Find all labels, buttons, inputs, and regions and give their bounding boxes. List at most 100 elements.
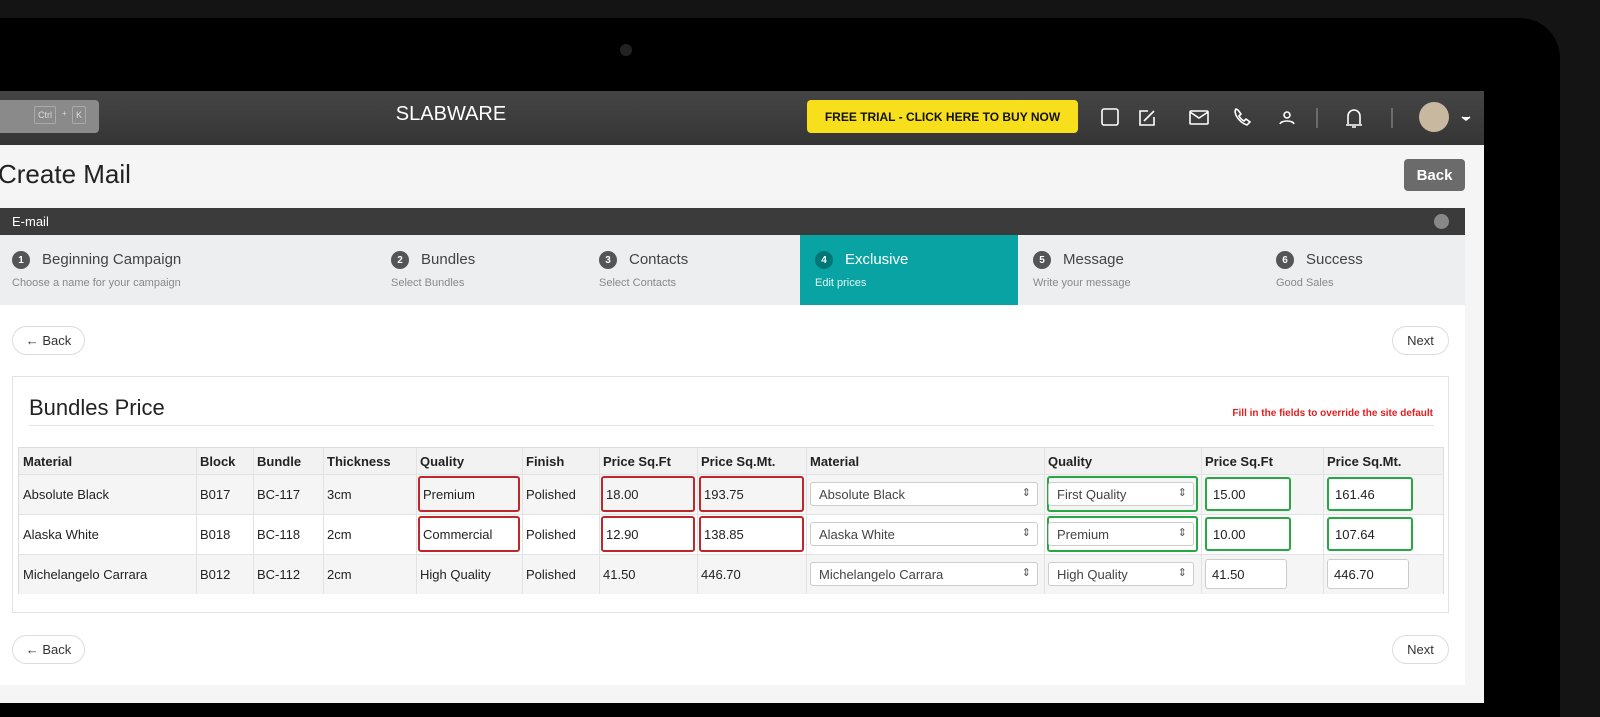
step-sub: Write your message — [1033, 277, 1131, 289]
column-header: Finish — [526, 453, 565, 469]
column-divider — [806, 448, 807, 594]
section-rule — [29, 425, 1434, 426]
column-header: Material — [810, 453, 860, 469]
column-header: Bundle — [257, 453, 302, 469]
trial-button[interactable]: FREE TRIAL - CLICK HERE TO BUY NOW — [807, 100, 1078, 133]
cell: Alaska White — [23, 526, 99, 542]
icon-edit[interactable] — [1139, 110, 1155, 126]
cell: B012 — [200, 566, 231, 582]
column-header: Price Sq.Ft — [603, 453, 671, 469]
step-label: Exclusive — [845, 251, 909, 268]
select-caret: ⇕ — [1021, 527, 1031, 539]
search[interactable]: Ctrl + K — [0, 100, 99, 133]
column-divider — [697, 448, 698, 594]
column-divider — [323, 448, 324, 594]
step-sub: Good Sales — [1276, 277, 1334, 289]
header-icons — [1101, 102, 1471, 132]
cell: B018 — [200, 526, 231, 542]
nav-next[interactable]: Next — [1392, 326, 1449, 355]
nav-next[interactable]: Next — [1392, 635, 1449, 664]
header-row — [19, 448, 1443, 474]
step-number: 1 — [12, 251, 30, 269]
expand-icon[interactable] — [1434, 214, 1449, 229]
price-input[interactable]: 107.64 — [1327, 517, 1413, 551]
steps: 1 Beginning Campaign Choose a name for you… — [0, 235, 1465, 305]
column-divider — [1044, 448, 1045, 594]
step-number: 3 — [599, 251, 617, 269]
section-note: Fill in the fields to override the site … — [1232, 408, 1433, 419]
column-header: Material — [23, 453, 73, 469]
cell: Polished — [526, 486, 576, 502]
step-label: Beginning Campaign — [42, 251, 182, 268]
icon-mail[interactable] — [1189, 110, 1209, 125]
cell: BC-117 — [257, 486, 301, 502]
key: Ctrl — [34, 106, 56, 124]
step-sub: Select Contacts — [599, 277, 677, 289]
icon-tasks[interactable] — [1101, 108, 1119, 126]
camera — [620, 44, 632, 56]
column-header: Price Sq.Mt. — [701, 453, 776, 469]
nav-back[interactable]: ← Back — [12, 326, 85, 355]
cell: 446.70 — [701, 566, 741, 582]
default-value: 18.00 — [601, 476, 695, 512]
cell: 3cm — [327, 486, 352, 502]
column-header: Price Sq.Ft — [1205, 453, 1273, 469]
cell: BC-112 — [257, 566, 301, 582]
cell: Absolute Black — [23, 486, 109, 502]
page-title: Create Mail — [0, 159, 131, 189]
default-value: Commercial — [418, 516, 520, 552]
price-table: Material Block Bundle Thickness Quality Finis… — [18, 447, 1444, 594]
back-button[interactable]: Back — [1404, 159, 1465, 191]
avatar[interactable] — [1419, 102, 1449, 132]
select[interactable]: Alaska White ⇕ — [810, 522, 1038, 546]
cell: 41.50 — [603, 566, 636, 582]
column-divider — [416, 448, 417, 594]
default-value: 138.85 — [699, 516, 804, 552]
step-number: 6 — [1276, 251, 1294, 269]
select[interactable]: First Quality ⇕ — [1048, 482, 1194, 506]
price-input[interactable]: 41.50 — [1205, 559, 1287, 589]
column-header: Thickness — [327, 453, 391, 469]
step-number: 2 — [391, 251, 409, 269]
default-value: Premium — [418, 476, 520, 512]
cell: 2cm — [327, 526, 352, 542]
icon-phone[interactable] — [1234, 108, 1252, 126]
panel-header: E-mail — [0, 208, 1465, 235]
step-number: 5 — [1033, 251, 1051, 269]
select-caret: ⇕ — [1021, 487, 1031, 499]
icon-bell[interactable] — [1346, 109, 1362, 128]
cell: B017 — [200, 486, 231, 502]
step-number: 4 — [815, 251, 833, 269]
screen: Ctrl + K SLABWARE FREE TRIAL - CLICK HER… — [0, 91, 1484, 703]
select[interactable]: Michelangelo Carrara ⇕ — [810, 562, 1038, 586]
price-input[interactable]: 10.00 — [1205, 517, 1291, 551]
default-value: 193.75 — [699, 476, 804, 512]
column-header: Price Sq.Mt. — [1327, 453, 1402, 469]
step-sub: Select Bundles — [391, 277, 465, 289]
column-header: Quality — [420, 453, 465, 469]
select[interactable]: High Quality ⇕ — [1048, 562, 1194, 586]
select[interactable]: Premium ⇕ — [1048, 522, 1194, 546]
select-caret: ⇕ — [1177, 527, 1187, 539]
nav-back[interactable]: ← Back — [12, 635, 85, 664]
price-input[interactable]: 15.00 — [1205, 477, 1291, 511]
cell: Polished — [526, 566, 576, 582]
cell: Michelangelo Carrara — [23, 566, 148, 582]
icon-team[interactable] — [1283, 111, 1291, 119]
price-input[interactable]: 446.70 — [1327, 559, 1409, 589]
section: Bundles Price Fill in the fields to over… — [12, 376, 1449, 613]
step-label: Message — [1063, 251, 1124, 268]
caret[interactable] — [1461, 116, 1471, 121]
column-divider — [1201, 448, 1202, 594]
brand: SLABWARE — [395, 103, 507, 125]
active-step-bg — [800, 235, 1018, 305]
column-divider — [196, 448, 197, 594]
cell: BC-118 — [257, 526, 301, 542]
panel-title: E-mail — [12, 214, 49, 229]
content: ← Back Next Bundles Price Fill in the fi… — [0, 305, 1465, 685]
select[interactable]: Absolute Black ⇕ — [810, 482, 1038, 506]
section-title: Bundles Price — [29, 395, 165, 420]
price-input[interactable]: 161.46 — [1327, 477, 1413, 511]
cell: 2cm — [327, 566, 352, 582]
